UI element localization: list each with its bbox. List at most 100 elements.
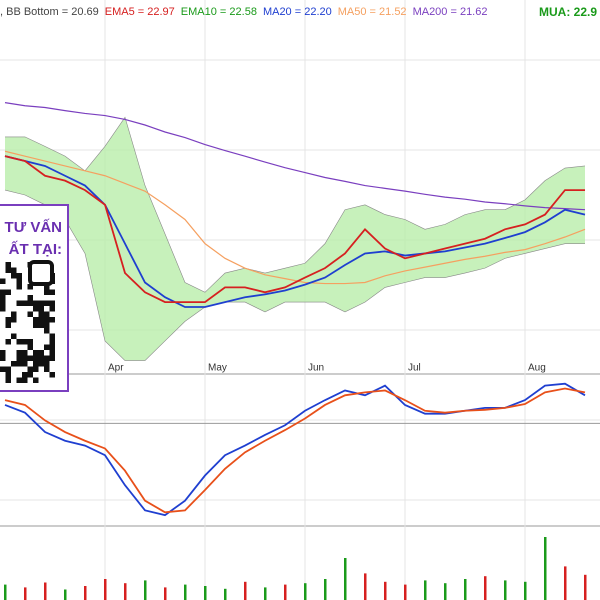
qr-cell bbox=[22, 361, 28, 367]
qr-cell bbox=[49, 306, 55, 312]
volume-bar bbox=[64, 589, 67, 600]
qr-cell bbox=[16, 350, 22, 356]
volume-bar bbox=[184, 584, 187, 600]
x-tick-label: Aug bbox=[528, 363, 546, 374]
qr-cell bbox=[5, 339, 11, 345]
legend-item: MA50 = 21.52 bbox=[338, 6, 407, 18]
qr-cell bbox=[49, 350, 55, 356]
qr-cell bbox=[44, 284, 50, 290]
qr-cell bbox=[27, 355, 33, 361]
qr-cell bbox=[11, 267, 17, 273]
qr-cell bbox=[33, 355, 39, 361]
volume-bar bbox=[524, 581, 527, 600]
legend-item: MA200 = 21.62 bbox=[413, 6, 488, 18]
qr-cell bbox=[44, 355, 50, 361]
qr-cell bbox=[11, 273, 17, 279]
qr-cell bbox=[44, 361, 50, 367]
qr-cell bbox=[27, 339, 33, 345]
qr-cell bbox=[44, 311, 50, 317]
qr-cell bbox=[49, 317, 55, 323]
volume-bar bbox=[44, 582, 47, 600]
volume-bar bbox=[544, 537, 547, 600]
series-line bbox=[4, 150, 586, 285]
series-line bbox=[4, 387, 586, 514]
qr-cell bbox=[33, 300, 39, 306]
qr-cell bbox=[5, 372, 11, 378]
qr-cell bbox=[11, 333, 17, 339]
qr-cell bbox=[16, 377, 22, 383]
qr-cell bbox=[33, 306, 39, 312]
volume-bar bbox=[484, 576, 487, 600]
qr-cell bbox=[38, 311, 44, 317]
qr-cell bbox=[0, 295, 6, 301]
qr-cell bbox=[27, 284, 33, 290]
qr-cell bbox=[38, 355, 44, 361]
qr-cell bbox=[44, 344, 50, 350]
volume-bar bbox=[344, 558, 347, 600]
qr-cell bbox=[0, 278, 6, 284]
qr-cell bbox=[22, 372, 28, 378]
qr-cell bbox=[16, 361, 22, 367]
volume-bar bbox=[104, 579, 107, 600]
volume-bar bbox=[144, 580, 147, 600]
qr-cell bbox=[5, 366, 11, 372]
volume-bar bbox=[84, 586, 87, 600]
qr-cell bbox=[33, 361, 39, 367]
qr-cell bbox=[33, 317, 39, 323]
qr-cell bbox=[49, 355, 55, 361]
qr-cell bbox=[27, 372, 33, 378]
qr-cell bbox=[16, 284, 22, 290]
qr-cell bbox=[22, 350, 28, 356]
qr-cell bbox=[11, 317, 17, 323]
volume-bar bbox=[364, 573, 367, 600]
qr-cell bbox=[27, 366, 33, 372]
qr-cell bbox=[22, 377, 28, 383]
volume-bar bbox=[584, 574, 587, 600]
volume-bar bbox=[124, 583, 127, 600]
volume-bar bbox=[224, 588, 227, 600]
qr-cell bbox=[44, 322, 50, 328]
legend-item: MA20 = 22.20 bbox=[263, 6, 332, 18]
qr-cell bbox=[5, 322, 11, 328]
bollinger-upper bbox=[5, 116, 586, 293]
qr-finder bbox=[28, 260, 54, 286]
qr-cell bbox=[27, 311, 33, 317]
qr-cell bbox=[27, 300, 33, 306]
legend-item: , BB Bottom = 20.69 bbox=[0, 6, 99, 18]
qr-cell bbox=[16, 300, 22, 306]
qr-cell bbox=[38, 361, 44, 367]
volume-bar bbox=[324, 579, 327, 600]
qr-cell bbox=[49, 300, 55, 306]
qr-cell bbox=[38, 300, 44, 306]
qr-cell bbox=[44, 317, 50, 323]
qr-cell bbox=[33, 377, 39, 383]
qr-cell bbox=[5, 377, 11, 383]
qr-cell bbox=[16, 355, 22, 361]
volume-bar bbox=[4, 584, 7, 600]
qr-cell bbox=[11, 311, 17, 317]
qr-cell bbox=[38, 350, 44, 356]
qr-cell bbox=[5, 317, 11, 323]
x-tick-label: Jul bbox=[408, 363, 421, 374]
volume-bar bbox=[424, 580, 427, 600]
qr-cell bbox=[16, 273, 22, 279]
volume-bar bbox=[404, 584, 407, 600]
promo-line: TƯ VẤN bbox=[5, 219, 62, 236]
qr-cell bbox=[5, 262, 11, 268]
series-line bbox=[4, 155, 585, 304]
volume-bar bbox=[384, 581, 387, 600]
legend-item: EMA5 = 22.97 bbox=[105, 6, 175, 18]
x-tick-label: Jun bbox=[308, 363, 324, 374]
qr-cell bbox=[33, 366, 39, 372]
qr-cell bbox=[0, 300, 6, 306]
qr-cell bbox=[49, 372, 55, 378]
volume-bar bbox=[304, 583, 307, 600]
series-line bbox=[4, 102, 586, 211]
qr-cell bbox=[0, 366, 6, 372]
qr-cell bbox=[38, 317, 44, 323]
qr-cell bbox=[27, 295, 33, 301]
volume-bar bbox=[204, 586, 207, 600]
qr-cell bbox=[49, 333, 55, 339]
qr-cell bbox=[44, 328, 50, 334]
